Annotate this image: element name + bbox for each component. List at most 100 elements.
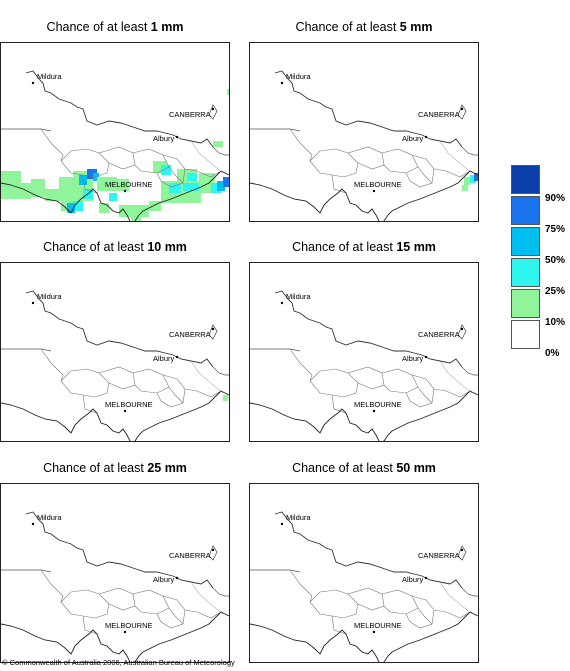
district-boundary: [98, 146, 136, 170]
district-boundary: [60, 368, 110, 398]
murray-river-border: [25, 290, 214, 368]
district-boundary: [190, 581, 224, 615]
district-boundary: [60, 589, 110, 619]
act-border: [457, 104, 467, 120]
legend-swatch-0: [511, 320, 540, 349]
murray-river-border: [274, 511, 463, 589]
panel-title: Chance of at least 1 mm: [46, 20, 184, 34]
mildura-marker: [31, 81, 35, 85]
rain-probability-cell: [470, 175, 476, 183]
rain-probability-cell: [223, 395, 228, 401]
map-frame: Mildura CANBERRA Albury MELBOURNE: [0, 262, 230, 442]
city-label-melbourne: MELBOURNE: [354, 180, 402, 189]
district-boundary: [132, 368, 170, 394]
district-boundary: [98, 587, 136, 611]
district-boundary: [439, 581, 473, 615]
district-boundary: [82, 394, 98, 414]
district-boundary: [82, 615, 98, 635]
act-border: [457, 324, 467, 340]
map-frame: Mildura CANBERRA Albury MELBOURNE: [0, 42, 230, 222]
district-boundary: [190, 360, 224, 394]
legend-label-25: 25%: [545, 286, 566, 297]
map-svg: Mildura CANBERRA Albury MELBOURNE: [1, 511, 229, 662]
district-boundary: [381, 589, 419, 615]
rain-probability-cell: [99, 203, 109, 213]
rain-probability-cell: [183, 183, 199, 191]
state-border-line: [461, 366, 478, 376]
city-label-canberra: CANBERRA: [169, 110, 211, 119]
coastline: [1, 611, 229, 662]
district-boundary: [347, 146, 385, 170]
map-svg: Mildura CANBERRA Albury MELBOURNE: [250, 290, 478, 441]
rain-probability-cell: [87, 169, 97, 179]
legend-label-50: 50%: [545, 255, 566, 266]
canberra-marker: [211, 548, 215, 552]
district-boundary: [289, 128, 313, 162]
state-border-line: [212, 146, 229, 156]
mildura-marker: [280, 81, 284, 85]
panel-title: Chance of at least 25 mm: [43, 461, 187, 475]
panel-title: Chance of at least 5 mm: [295, 20, 433, 34]
panel-title: Chance of at least 10 mm: [43, 240, 187, 254]
legend-swatch-90: [511, 165, 540, 194]
albury-marker: [424, 355, 428, 359]
district-boundary: [433, 388, 471, 398]
state-border-line: [250, 128, 301, 132]
city-label-albury: Albury: [153, 354, 175, 363]
state-border-line: [250, 569, 301, 573]
map-frame: Mildura CANBERRA Albury MELBOURNE: [249, 42, 479, 222]
legend-swatch-10: [511, 289, 540, 318]
legend-swatch-75: [511, 196, 540, 225]
rain-probability-cell: [93, 173, 99, 181]
district-boundary: [60, 148, 110, 178]
city-label-albury: Albury: [402, 134, 424, 143]
district-boundary: [289, 348, 313, 382]
city-label-mildura: Mildura: [37, 292, 62, 301]
legend-swatch-50: [511, 227, 540, 256]
district-boundary: [417, 607, 433, 625]
rain-probability-cell: [97, 177, 117, 191]
district-boundary: [82, 174, 98, 194]
state-border-line: [250, 348, 301, 352]
city-label-mildura: Mildura: [286, 292, 311, 301]
act-border: [457, 545, 467, 561]
city-label-canberra: CANBERRA: [418, 551, 460, 560]
murray-river-border: [25, 511, 214, 589]
district-boundary: [309, 368, 359, 398]
canberra-marker: [211, 327, 215, 331]
city-label-mildura: Mildura: [37, 72, 62, 81]
city-label-canberra: CANBERRA: [169, 330, 211, 339]
legend-label-90: 90%: [545, 193, 566, 204]
city-label-melbourne: MELBOURNE: [105, 400, 153, 409]
rain-probability-cell: [464, 177, 470, 185]
rain-probability-cell: [161, 165, 171, 175]
melbourne-marker: [123, 409, 127, 413]
mildura-marker: [31, 522, 35, 526]
rain-probability-cell: [149, 201, 161, 211]
rain-probability-cell: [117, 179, 129, 191]
district-boundary: [168, 607, 184, 625]
rain-probability-cell: [217, 181, 225, 191]
albury-marker: [175, 576, 179, 580]
rain-probability-cell: [227, 89, 229, 95]
district-boundary: [417, 386, 433, 404]
melbourne-marker: [372, 630, 376, 634]
rain-probability-cell: [223, 177, 229, 187]
state-border-line: [461, 146, 478, 156]
canberra-marker: [460, 107, 464, 111]
city-label-mildura: Mildura: [286, 513, 311, 522]
albury-marker: [424, 576, 428, 580]
rain-probability-cell: [187, 173, 197, 181]
rain-probability-cell: [213, 141, 223, 147]
city-label-albury: Albury: [402, 575, 424, 584]
map-svg: Mildura CANBERRA Albury MELBOURNE: [1, 70, 229, 221]
rain-probability-cell: [31, 179, 45, 197]
city-label-melbourne: MELBOURNE: [105, 621, 153, 630]
city-label-albury: Albury: [153, 575, 175, 584]
district-boundary: [381, 368, 419, 394]
district-boundary: [433, 168, 471, 178]
map-frame: Mildura CANBERRA Albury MELBOURNE: [249, 483, 479, 663]
district-boundary: [347, 587, 385, 611]
canberra-marker: [460, 548, 464, 552]
coastline: [250, 611, 478, 662]
